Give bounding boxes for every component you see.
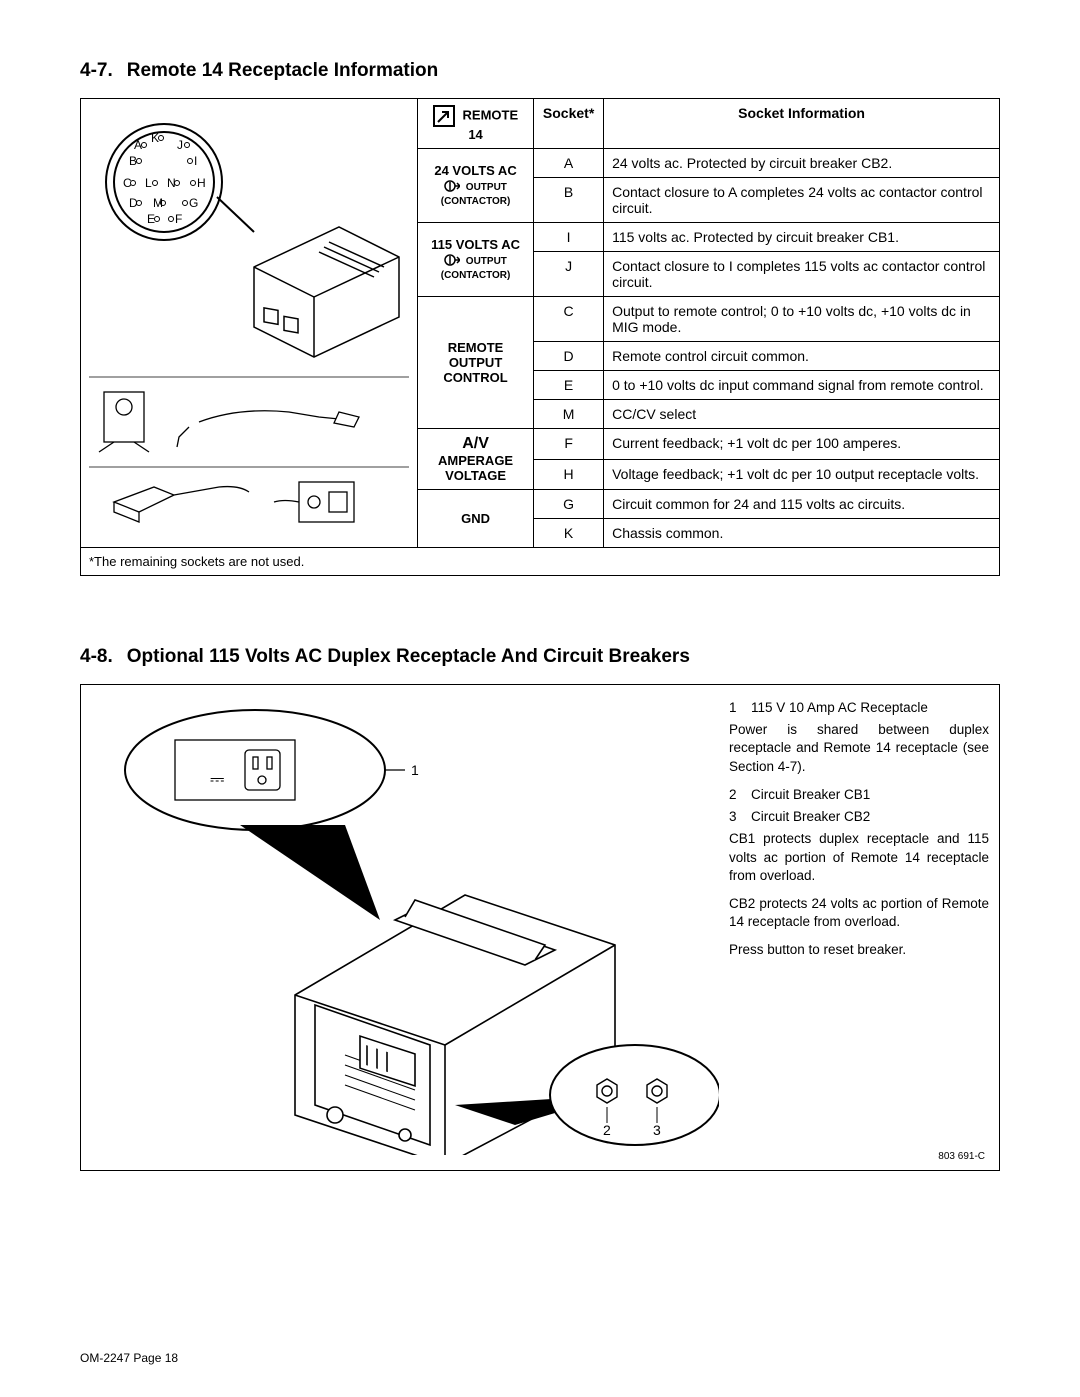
figure-ref: 803 691-C <box>938 1151 985 1162</box>
callout-2: 2 Circuit Breaker CB1 <box>729 786 989 804</box>
svg-text:A: A <box>134 138 142 152</box>
remote-arrow-icon <box>433 105 455 127</box>
info-E: 0 to +10 volts dc input command signal f… <box>604 371 1000 400</box>
callout-1-label: 1 <box>411 762 419 778</box>
group-av: A/V AMPERAGE VOLTAGE <box>418 429 534 490</box>
svg-text:I: I <box>194 154 197 168</box>
callout-1-para: Power is shared between duplex receptacl… <box>729 721 989 776</box>
diagram-cell: A K J B I C L N H D M G E F <box>81 99 418 548</box>
group-24v-line2: OUTPUT <box>466 182 507 193</box>
group-115v-line1: 115 VOLTS AC <box>426 237 525 252</box>
callout-2-num: 2 <box>729 786 741 804</box>
socket-B: B <box>534 178 604 223</box>
info-G: Circuit common for 24 and 115 volts ac c… <box>604 490 1000 519</box>
group-av-big: A/V <box>426 435 525 453</box>
group-115v-line3: (CONTACTOR) <box>426 270 525 282</box>
group-24v-line3: (CONTACTOR) <box>426 196 525 208</box>
page-footer: OM-2247 Page 18 <box>80 1351 178 1365</box>
para-cb1: CB1 protects duplex receptacle and 115 v… <box>729 830 989 885</box>
socket-F: F <box>534 429 604 460</box>
svg-text:E: E <box>147 212 155 226</box>
section-num: 4-8. <box>80 646 113 667</box>
remote-header-cell: REMOTE 14 <box>418 99 534 149</box>
info-A: 24 volts ac. Protected by circuit breake… <box>604 149 1000 178</box>
section-text: Remote 14 Receptacle Information <box>127 60 438 81</box>
col-info: Socket Information <box>604 99 1000 149</box>
socket-I: I <box>534 223 604 252</box>
section-text: Optional 115 Volts AC Duplex Receptacle … <box>127 646 690 667</box>
sec48-svg: ⎓ 1 <box>91 695 719 1155</box>
diagram-svg: A K J B I C L N H D M G E F <box>89 107 409 537</box>
group-av-line2: VOLTAGE <box>426 468 525 483</box>
svg-text:B: B <box>129 154 137 168</box>
socket-A: A <box>534 149 604 178</box>
section-4-7-title: 4-7. Remote 14 Receptacle Information <box>80 60 1000 82</box>
info-M: CC/CV select <box>604 400 1000 429</box>
socket-D: D <box>534 342 604 371</box>
group-av-line1: AMPERAGE <box>426 453 525 468</box>
section-4-8-box: ⎓ 1 <box>80 684 1000 1171</box>
callout-3: 3 Circuit Breaker CB2 <box>729 808 989 826</box>
svg-text:K: K <box>151 131 159 145</box>
svg-text:⎓: ⎓ <box>210 769 224 789</box>
info-D: Remote control circuit common. <box>604 342 1000 371</box>
table-footnote: *The remaining sockets are not used. <box>81 548 1000 576</box>
section-4-8-text: 1 115 V 10 Amp AC Receptacle Power is sh… <box>729 695 989 1160</box>
para-cb2: CB2 protects 24 volts ac portion of Remo… <box>729 895 989 931</box>
group-gnd: GND <box>418 490 534 548</box>
svg-text:M: M <box>153 196 163 210</box>
socket-H: H <box>534 459 604 490</box>
callout-1: 1 115 V 10 Amp AC Receptacle <box>729 699 989 717</box>
group-24v: 24 VOLTS AC OUTPUT (CONTACTOR) <box>418 149 534 223</box>
group-24v-line1: 24 VOLTS AC <box>426 163 525 178</box>
socket-C: C <box>534 297 604 342</box>
group-115v: 115 VOLTS AC OUTPUT (CONTACTOR) <box>418 223 534 297</box>
contactor-icon <box>444 179 460 196</box>
svg-text:L: L <box>145 176 152 190</box>
receptacle-table: A K J B I C L N H D M G E F <box>80 98 1000 576</box>
section-4-8-title: 4-8. Optional 115 Volts AC Duplex Recepta… <box>80 646 1000 668</box>
svg-text:F: F <box>175 212 182 226</box>
section-4-8-diagram: ⎓ 1 <box>91 695 719 1160</box>
socket-K: K <box>534 519 604 548</box>
callout-3-text: Circuit Breaker CB2 <box>751 808 870 826</box>
section-num: 4-7. <box>80 60 113 81</box>
socket-E: E <box>534 371 604 400</box>
socket-M: M <box>534 400 604 429</box>
group-115v-line2: OUTPUT <box>466 256 507 267</box>
info-K: Chassis common. <box>604 519 1000 548</box>
callout-1-text: 115 V 10 Amp AC Receptacle <box>751 699 928 717</box>
info-B: Contact closure to A completes 24 volts … <box>604 178 1000 223</box>
section-4-8: 4-8. Optional 115 Volts AC Duplex Recepta… <box>80 646 1000 1171</box>
info-H: Voltage feedback; +1 volt dc per 10 outp… <box>604 459 1000 490</box>
socket-G: G <box>534 490 604 519</box>
callout-3-num: 3 <box>729 808 741 826</box>
info-F: Current feedback; +1 volt dc per 100 amp… <box>604 429 1000 460</box>
callout-3-label: 3 <box>653 1122 661 1138</box>
contactor-icon <box>444 253 460 270</box>
info-I: 115 volts ac. Protected by circuit break… <box>604 223 1000 252</box>
para-reset: Press button to reset breaker. <box>729 941 989 959</box>
col-socket: Socket* <box>534 99 604 149</box>
info-C: Output to remote control; 0 to +10 volts… <box>604 297 1000 342</box>
svg-text:H: H <box>197 176 206 190</box>
callout-1-num: 1 <box>729 699 741 717</box>
remote-header-text: REMOTE 14 <box>463 107 519 142</box>
group-remote: REMOTE OUTPUT CONTROL <box>418 297 534 429</box>
group-remote-line3: CONTROL <box>426 370 525 385</box>
socket-J: J <box>534 252 604 297</box>
section-4-7: 4-7. Remote 14 Receptacle Information A K <box>80 60 1000 576</box>
callout-2-label: 2 <box>603 1122 611 1138</box>
info-J: Contact closure to I completes 115 volts… <box>604 252 1000 297</box>
svg-text:J: J <box>177 138 183 152</box>
svg-text:G: G <box>189 196 198 210</box>
group-remote-line2: OUTPUT <box>426 355 525 370</box>
group-remote-line1: REMOTE <box>426 340 525 355</box>
callout-2-text: Circuit Breaker CB1 <box>751 786 870 804</box>
